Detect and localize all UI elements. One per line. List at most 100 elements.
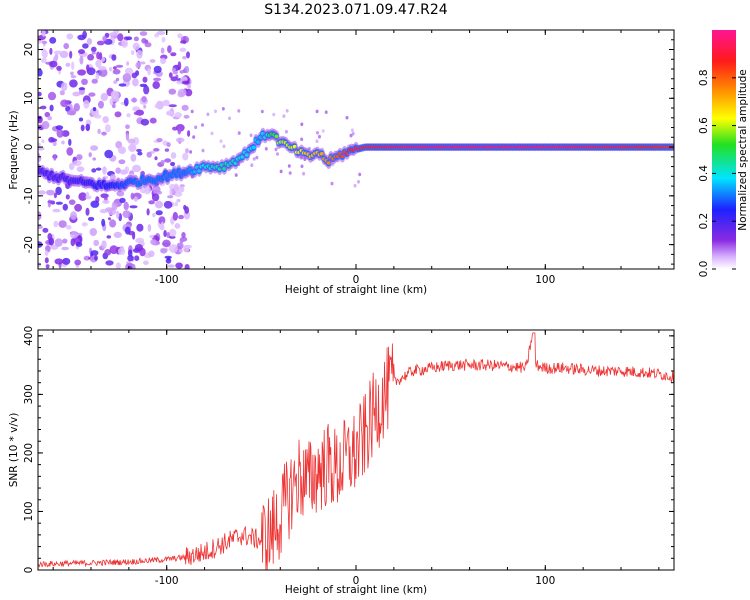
noise-blob bbox=[324, 110, 328, 114]
noise-blob bbox=[179, 47, 187, 52]
noise-blob bbox=[237, 131, 241, 135]
noise-blob bbox=[108, 217, 111, 221]
noise-blob bbox=[285, 109, 289, 113]
noise-blob bbox=[222, 144, 226, 149]
noise-blob bbox=[153, 77, 162, 82]
noise-blob bbox=[59, 90, 65, 96]
colorbar-tick-label: 0.8 bbox=[698, 69, 710, 86]
noise-blob bbox=[105, 124, 111, 133]
noise-blob bbox=[353, 183, 357, 188]
snr-frame bbox=[37, 329, 675, 571]
noise-blob bbox=[90, 145, 99, 151]
noise-blob bbox=[163, 230, 167, 237]
noise-blob bbox=[169, 228, 177, 237]
noise-blob bbox=[214, 109, 217, 114]
noise-blob bbox=[56, 65, 62, 71]
noise-blob bbox=[38, 147, 45, 151]
noise-blob bbox=[56, 129, 64, 138]
noise-blob bbox=[94, 255, 98, 261]
noise-blob bbox=[279, 169, 283, 174]
noise-blob bbox=[153, 148, 160, 152]
noise-blob bbox=[75, 241, 83, 247]
noise-blob bbox=[288, 171, 292, 175]
noise-blob bbox=[184, 65, 190, 74]
noise-blob bbox=[93, 114, 102, 119]
noise-blob bbox=[154, 33, 160, 38]
noise-blob bbox=[118, 247, 126, 255]
noise-blob bbox=[61, 140, 65, 145]
noise-blob bbox=[65, 224, 72, 230]
noise-blob bbox=[136, 223, 144, 232]
noise-blob bbox=[143, 104, 147, 109]
noise-blob bbox=[102, 166, 107, 175]
noise-blob bbox=[86, 64, 90, 72]
noise-blob bbox=[136, 49, 143, 59]
noise-blob bbox=[55, 125, 64, 130]
noise-blob bbox=[70, 75, 77, 79]
snr-marks bbox=[38, 332, 674, 570]
noise-blob bbox=[109, 245, 119, 255]
noise-blob bbox=[168, 104, 177, 108]
noise-blob bbox=[119, 197, 126, 204]
noise-blob bbox=[160, 221, 164, 230]
noise-blob bbox=[184, 88, 193, 97]
snr-series-line bbox=[38, 332, 674, 570]
noise-blob bbox=[185, 148, 189, 154]
noise-blob bbox=[66, 110, 76, 116]
spectrogram-ylabel: Frequency (Hz) bbox=[8, 110, 20, 189]
noise-blob bbox=[131, 72, 138, 79]
noise-blob bbox=[96, 51, 100, 60]
noise-blob bbox=[121, 39, 128, 48]
noise-blob bbox=[135, 61, 142, 69]
noise-blob bbox=[109, 174, 116, 182]
noise-blob bbox=[150, 239, 157, 245]
noise-blob bbox=[131, 264, 136, 269]
noise-blob bbox=[167, 195, 174, 199]
noise-blob bbox=[183, 204, 187, 211]
noise-blob bbox=[115, 64, 124, 68]
noise-blob bbox=[69, 162, 75, 171]
noise-blob bbox=[125, 132, 130, 141]
noise-blob bbox=[316, 131, 319, 135]
noise-blob bbox=[264, 147, 268, 151]
noise-blob bbox=[38, 225, 43, 229]
noise-blob bbox=[156, 30, 166, 36]
spectrogram-marks bbox=[38, 30, 674, 269]
noise-blob bbox=[126, 61, 130, 66]
noise-blob bbox=[186, 51, 190, 59]
noise-blob bbox=[177, 88, 187, 96]
noise-blob bbox=[40, 57, 47, 63]
noise-blob bbox=[124, 97, 129, 107]
noise-blob bbox=[115, 77, 120, 82]
noise-blob bbox=[133, 196, 138, 202]
noise-blob bbox=[182, 152, 189, 161]
noise-blob bbox=[172, 211, 178, 221]
noise-blob bbox=[206, 112, 210, 117]
noise-blob bbox=[175, 137, 185, 143]
noise-blob bbox=[149, 59, 156, 63]
noise-blob bbox=[101, 218, 106, 227]
noise-blob bbox=[194, 125, 198, 130]
noise-blob bbox=[80, 124, 85, 132]
noise-blob bbox=[117, 33, 124, 42]
noise-blob bbox=[66, 147, 74, 156]
noise-blob bbox=[125, 124, 130, 129]
noise-blob bbox=[38, 91, 42, 97]
noise-blob bbox=[105, 207, 114, 212]
colorbar-gradient bbox=[712, 30, 736, 269]
noise-blob bbox=[49, 37, 57, 44]
noise-blob bbox=[78, 87, 86, 91]
noise-blob bbox=[177, 33, 183, 39]
noise-blob bbox=[349, 133, 353, 138]
noise-blob bbox=[164, 158, 172, 163]
noise-blob bbox=[54, 258, 64, 265]
noise-blob bbox=[168, 88, 177, 95]
noise-blob bbox=[189, 150, 193, 154]
noise-blob bbox=[46, 189, 55, 196]
noise-blob bbox=[147, 224, 152, 232]
colorbar-tick-label: 0.4 bbox=[698, 165, 710, 182]
x-tick-label: 100 bbox=[535, 575, 555, 587]
x-tick-label: -100 bbox=[155, 575, 179, 587]
noise-blob bbox=[115, 141, 123, 149]
